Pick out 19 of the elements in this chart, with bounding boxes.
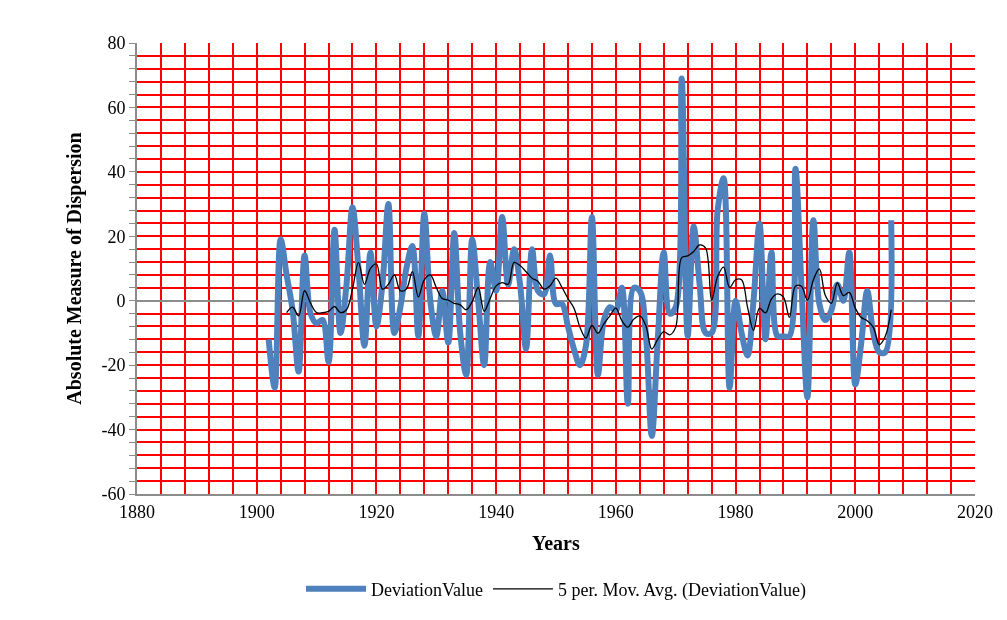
- legend-label: 5 per. Mov. Avg. (DeviationValue): [557, 579, 806, 601]
- x-tick-label: 1960: [597, 501, 634, 522]
- x-tick-label: 1920: [358, 501, 395, 522]
- y-tick-label: -40: [101, 419, 126, 440]
- line-series: [285, 244, 892, 350]
- y-tick-label: 20: [107, 226, 126, 247]
- y-tick-label: 60: [107, 97, 126, 118]
- x-tick-label: 2020: [957, 501, 993, 522]
- x-tick-label: 1940: [478, 501, 515, 522]
- y-axis-title: Absolute Measure of Dispersion: [63, 132, 87, 405]
- y-tick-label: 40: [107, 162, 126, 183]
- y-tick-label: -20: [101, 355, 126, 376]
- legend-label: DeviationValue: [371, 579, 483, 600]
- x-tick-label: 2000: [837, 501, 874, 522]
- x-tick-label: 1900: [238, 501, 275, 522]
- y-tick-label: 0: [116, 291, 126, 312]
- x-tick-label: 1980: [717, 501, 754, 522]
- y-tick-label: 80: [107, 33, 126, 54]
- x-axis-title: Years: [532, 532, 580, 554]
